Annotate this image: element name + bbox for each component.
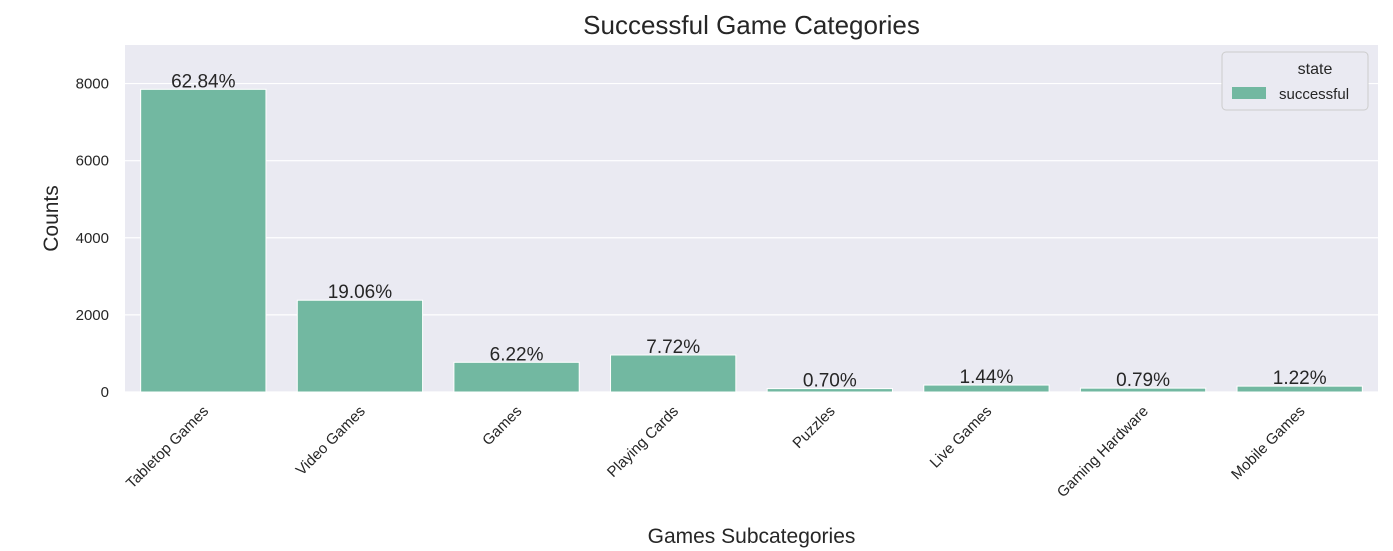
- y-tick-label: 4000: [76, 230, 109, 247]
- bar-value-label: 1.22%: [1273, 368, 1327, 389]
- bar: [453, 361, 580, 393]
- y-axis-label: Counts: [40, 185, 63, 252]
- bar-value-label: 19.06%: [328, 282, 393, 303]
- x-tick-label: Puzzles: [789, 403, 838, 452]
- bar: [296, 299, 424, 393]
- legend-entry-successful: successful: [1279, 86, 1349, 103]
- bar: [610, 354, 737, 393]
- x-tick-label: Tabletop Games: [123, 403, 212, 492]
- legend: state successful: [1221, 51, 1369, 111]
- bar-value-label: 0.70%: [803, 371, 857, 392]
- x-axis-label: Games Subcategories: [648, 525, 856, 548]
- bar-value-label: 0.79%: [1116, 370, 1170, 391]
- bar-labels: 62.84% 19.06% 6.22% 7.72% 0.70% 1.44% 0.79% 1.2…: [171, 71, 1327, 391]
- y-tick-label: 6000: [76, 153, 109, 170]
- bar-value-label: 7.72%: [646, 337, 700, 358]
- bar: [1236, 385, 1363, 393]
- legend-swatch: [1232, 87, 1266, 99]
- y-tick-label: 2000: [76, 307, 109, 324]
- chart-title: Successful Game Categories: [583, 10, 920, 40]
- x-tick-label: Gaming Hardware: [1054, 403, 1152, 501]
- x-tick-label: Video Games: [293, 403, 369, 479]
- bars: [140, 88, 1363, 393]
- bar-value-label: 6.22%: [490, 344, 544, 365]
- bar: [1079, 387, 1207, 393]
- legend-title: state: [1298, 61, 1333, 78]
- y-tick-label: 0: [101, 384, 109, 401]
- x-tick-label: Games: [479, 403, 525, 449]
- bar: [140, 88, 267, 393]
- x-tick-label: Live Games: [927, 403, 996, 472]
- x-tick-label: Playing Cards: [604, 403, 682, 481]
- y-axis-ticks: 0 2000 4000 6000 8000: [76, 76, 109, 401]
- bar-value-label: 62.84%: [171, 71, 236, 92]
- x-tick-label: Mobile Games: [1228, 403, 1308, 483]
- bar: [923, 384, 1050, 393]
- bar-value-label: 1.44%: [960, 367, 1014, 388]
- bar: [766, 388, 893, 393]
- y-tick-label: 8000: [76, 76, 109, 93]
- x-axis-ticks: Tabletop Games Video Games Games Playing Ca…: [123, 403, 1309, 501]
